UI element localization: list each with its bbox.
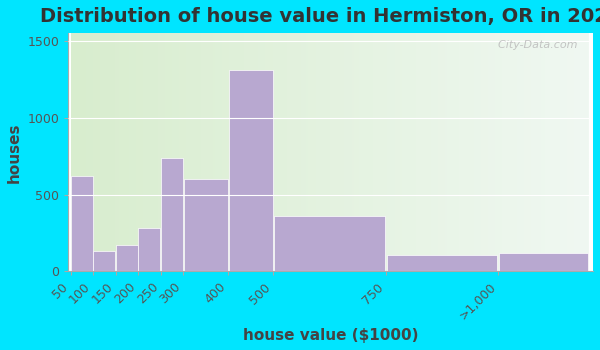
Bar (116, 245, 138, 272)
Bar (161, 158, 183, 272)
Y-axis label: houses: houses (7, 122, 22, 182)
Bar (229, 70, 273, 272)
Title: Distribution of house value in Hermiston, OR in 2023: Distribution of house value in Hermiston… (40, 7, 600, 26)
Bar (387, 254, 497, 272)
Bar (184, 179, 228, 272)
Bar (94, 252, 115, 272)
Text: City-Data.com: City-Data.com (491, 40, 577, 50)
X-axis label: house value ($1000): house value ($1000) (243, 328, 418, 343)
Bar (274, 216, 385, 272)
Bar (139, 229, 160, 272)
Bar (499, 253, 587, 272)
Bar (71, 176, 93, 272)
